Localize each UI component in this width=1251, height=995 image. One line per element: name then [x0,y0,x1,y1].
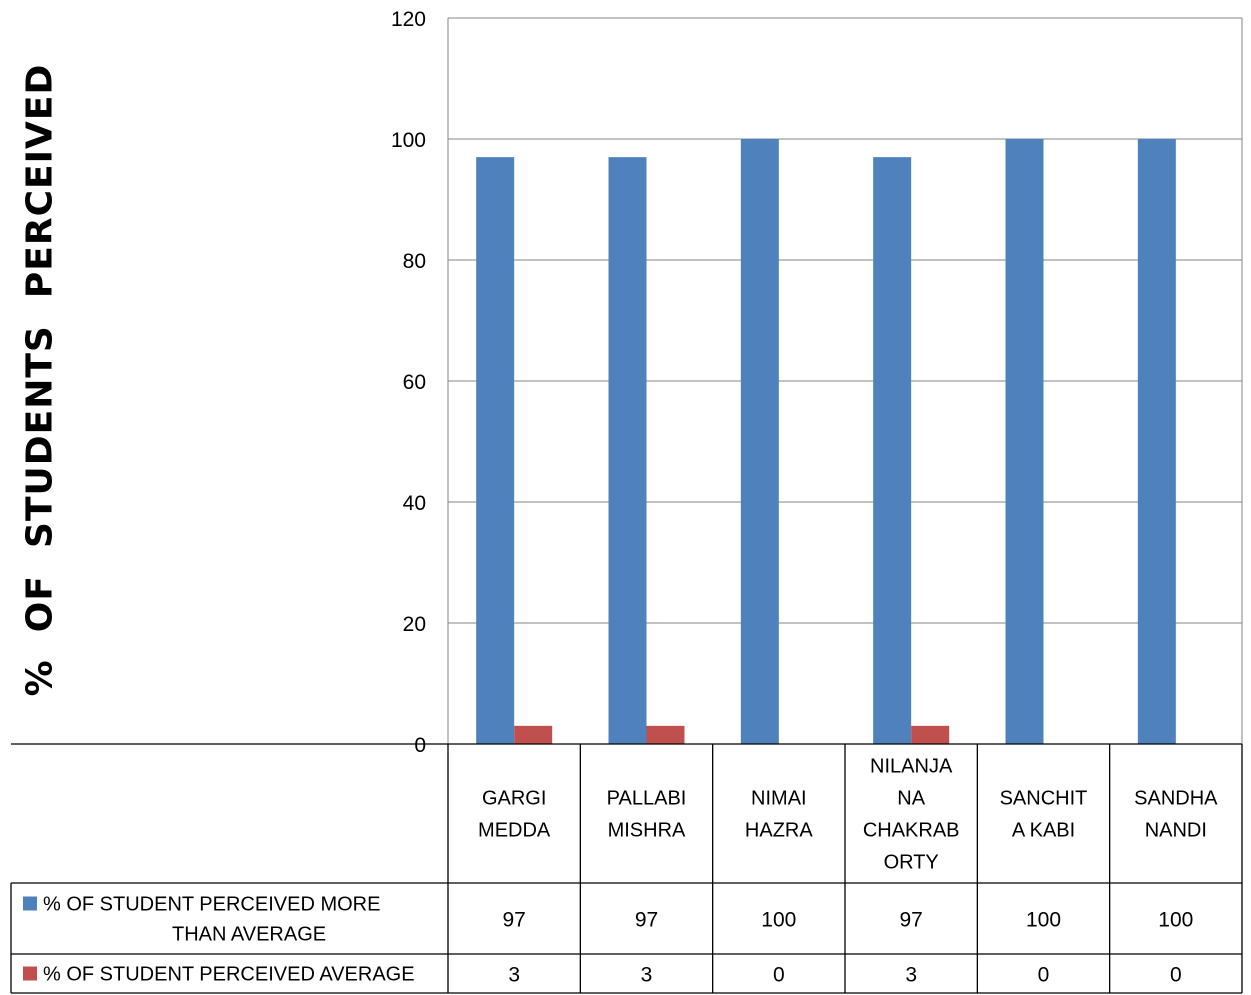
x-tick-label-line: GARGI [482,788,546,810]
y-tick-label: 100 [391,129,426,152]
bar [608,157,647,744]
data-table: GARGI MEDDA PALLABI MISHRA NIMAI HAZRA NILANJA… [10,743,1243,994]
x-tick-label-line: ORTY [884,852,939,874]
bar [740,139,779,744]
y-tick-label: 120 [391,8,426,31]
data-value: 100 [761,909,796,932]
bar [476,157,515,744]
legend-label-line: % OF STUDENT PERCEIVED MORE [43,894,380,916]
bar [514,725,553,744]
data-value: 100 [1026,909,1061,932]
data-value: 3 [508,964,520,987]
x-tick-label-line: NIMAI [751,788,807,810]
x-tick-label-line: HAZRA [745,820,813,842]
data-value: 3 [641,964,653,987]
y-tick-label: 60 [403,371,426,394]
data-value: 3 [905,964,917,987]
y-tick-label: 0 [414,734,426,757]
data-value: 97 [635,909,658,932]
x-tick-label-line: MEDDA [478,820,551,842]
x-tick-label: SANCHIT A KABI [1000,788,1088,842]
x-tick-label-line: SANCHIT [1000,788,1088,810]
x-tick-label: NILANJA NA CHAKRAB ORTY [863,756,960,874]
x-tick-label-line: SANDHA [1134,788,1218,810]
y-tick-label: 20 [403,613,426,636]
x-tick-label-line: A KABI [1012,820,1075,842]
x-tick-label-line: NANDI [1145,820,1207,842]
data-value: 0 [1038,964,1050,987]
x-tick-label-line: PALLABI [607,788,687,810]
bar [873,157,912,744]
data-value: 97 [502,909,525,932]
x-tick-label-line: MISHRA [608,820,686,842]
x-tick-label-line: NILANJA [870,756,953,778]
y-tick-label: 40 [403,492,426,515]
data-value: 97 [899,909,922,932]
data-value: 0 [773,964,785,987]
legend-label-line: % OF STUDENT PERCEIVED AVERAGE [43,964,415,986]
legend-label: % OF STUDENT PERCEIVED AVERAGE [43,964,415,986]
bar [911,725,950,744]
data-value: 100 [1158,909,1193,932]
gridlines [447,17,1243,744]
legend-label: % OF STUDENT PERCEIVED MORE THAN AVERAGE [43,894,380,946]
bar [1137,139,1176,744]
x-tick-label: GARGI MEDDA [478,788,551,842]
data-value: 0 [1170,964,1182,987]
x-tick-label-line: CHAKRAB [863,820,960,842]
bars [476,139,1176,744]
legend-key [23,896,37,911]
x-tick-label: PALLABI MISHRA [607,788,687,842]
x-tick-label-line: NA [897,788,925,810]
x-tick-label: SANDHA NANDI [1134,788,1218,842]
bar [1005,139,1044,744]
y-tick-label: 80 [403,250,426,273]
bar [646,725,685,744]
legend-label-line: THAN AVERAGE [172,924,326,946]
x-tick-label: NIMAI HAZRA [745,788,813,842]
legend-key [23,966,37,981]
y-tick-labels: 0 20 40 60 80 100 120 [391,8,426,757]
